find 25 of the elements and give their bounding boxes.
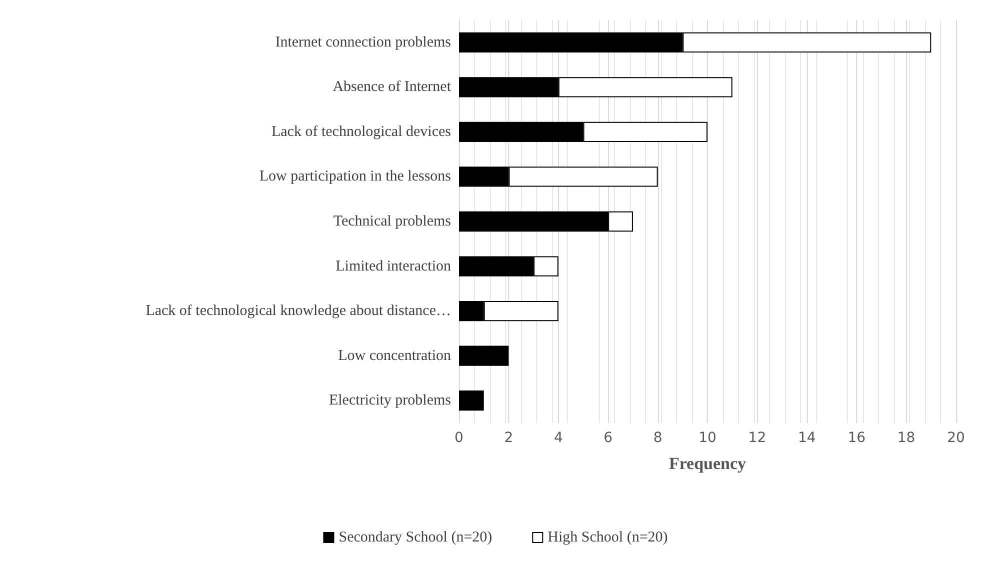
y-tick-label: Limited interaction — [336, 258, 452, 274]
x-tick-label: 12 — [748, 430, 766, 446]
y-tick-label: Low concentration — [338, 348, 452, 364]
x-axis-title: Frequency — [668, 454, 747, 473]
y-tick-label: Absence of Internet — [332, 79, 452, 96]
x-tick-label: 0 — [454, 430, 464, 446]
y-tick-label: Electricity problems — [328, 392, 452, 409]
x-tick-label: 16 — [848, 430, 866, 446]
x-tick-label: 4 — [554, 430, 563, 446]
x-tick-label: 18 — [897, 430, 916, 446]
bar — [459, 390, 484, 411]
y-tick-label: Lack of technological devices — [271, 124, 452, 140]
x-tick-label: 20 — [947, 430, 965, 446]
x-tick-label: 2 — [504, 430, 514, 446]
legend-label: High School (n=20) — [548, 530, 668, 546]
y-tick-label: Low participation in the lessons — [259, 168, 452, 185]
y-tick-label: Lack of technological knowledge about distance… — [146, 303, 451, 320]
x-tick-label: 10 — [698, 430, 716, 446]
bar — [459, 346, 509, 366]
y-tick-label: Internet connection problems — [275, 34, 452, 50]
y-tick-label: Technical problems — [333, 214, 452, 230]
legend-label: Secondary School (n=20) — [338, 530, 492, 546]
x-tick-label: 6 — [604, 430, 613, 446]
x-tick-label: 14 — [798, 430, 816, 446]
x-tick-label: 8 — [653, 430, 662, 446]
